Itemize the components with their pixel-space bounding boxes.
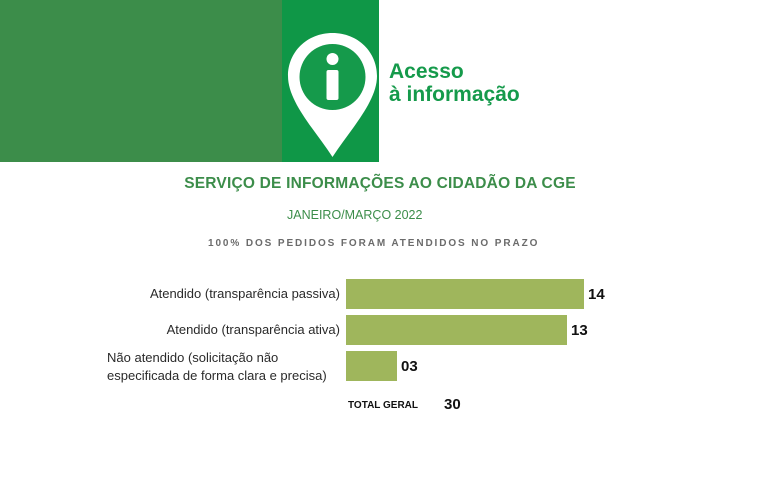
banner-background — [0, 0, 282, 162]
total-label: TOTAL GERAL — [348, 400, 418, 411]
logo-line-2: à informação — [389, 83, 520, 106]
period-label: JANEIRO/MARÇO 2022 — [287, 208, 423, 222]
value-label-0: 14 — [588, 286, 605, 303]
value-label-1: 13 — [571, 322, 588, 339]
bar-2 — [346, 351, 397, 381]
category-label-0: Atendido (transparência passiva) — [150, 286, 340, 301]
bar-0 — [346, 279, 584, 309]
deadline-note: 100% DOS PEDIDOS FORAM ATENDIDOS NO PRAZ… — [208, 238, 540, 249]
logo-line-1: Acesso — [389, 60, 464, 83]
info-pin-icon — [288, 33, 377, 157]
bar-1 — [346, 315, 567, 345]
value-label-2: 03 — [401, 358, 418, 375]
logo-text: Acesso à informação — [389, 60, 520, 106]
category-label-2: Não atendido (solicitação não especificad… — [107, 350, 327, 383]
total-value: 30 — [444, 396, 461, 413]
page-title: SERVIÇO DE INFORMAÇÕES AO CIDADÃO DA CGE — [184, 175, 576, 192]
category-label-1: Atendido (transparência ativa) — [167, 322, 340, 337]
